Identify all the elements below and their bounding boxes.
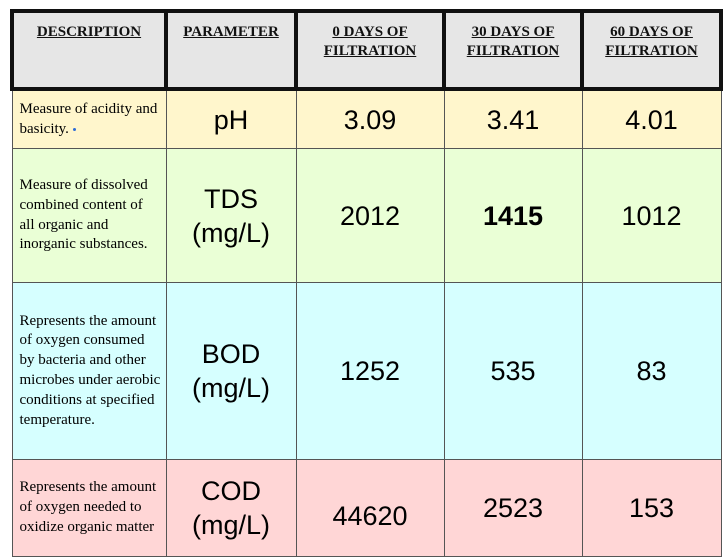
day30-cell: 1415 [443,148,583,283]
description-cell: Represents the amount of oxygen needed t… [11,459,167,557]
description-cell: Measure of acidity and basicity. [11,88,167,149]
parameter-cell: BOD (mg/L) [165,282,297,460]
day30-cell: 3.41 [443,88,583,149]
dot-mark [72,127,76,131]
header-30-days: 30 DAYS OF FILTRATION [442,9,584,91]
header-row: DESCRIPTION PARAMETER 0 DAYS OF FILTRATI… [10,9,723,91]
day60-cell: 153 [581,459,722,557]
table-row-cod: Represents the amount of oxygen needed t… [11,459,722,557]
day30-cell: 2523 [443,459,583,557]
day0-value: 44620 [332,501,408,531]
parameter-cell: pH [165,88,297,149]
table-row-tds: Measure of dissolved combined content of… [11,148,722,283]
header-60-days: 60 DAYS OF FILTRATION [580,9,723,91]
description-cell: Represents the amount of oxygen consumed… [11,282,167,460]
day0-cell: 44620 [295,459,445,557]
parameter-name: COD [201,476,261,506]
day60-cell: 83 [581,282,722,460]
parameter-unit: (mg/L) [191,217,270,248]
description-cell: Measure of dissolved combined content of… [11,148,167,283]
parameter-name: BOD [201,339,261,369]
day0-cell: 2012 [295,148,445,283]
parameter-cell: TDS (mg/L) [165,148,297,283]
day0-cell: 1252 [295,282,445,460]
day30-cell: 535 [443,282,583,460]
table-row-ph: Measure of acidity and basicity. pH 3.09… [11,88,722,149]
description-text: Measure of acidity and basicity. [19,100,158,137]
parameter-unit: (mg/L) [191,373,270,403]
header-description: DESCRIPTION [10,9,168,91]
table-header: DESCRIPTION PARAMETER 0 DAYS OF FILTRATI… [10,9,723,91]
parameter-cell: COD (mg/L) [165,459,297,557]
day60-cell: 1012 [581,148,722,283]
parameter-unit: (mg/L) [191,510,270,540]
parameter-name: pH [213,104,249,135]
parameter-name: TDS [204,183,258,214]
header-parameter: PARAMETER [164,9,298,91]
day0-cell: 3.09 [295,88,445,149]
filtration-results-table: DESCRIPTION PARAMETER 0 DAYS OF FILTRATI… [10,9,723,557]
table-row-bod: Represents the amount of oxygen consumed… [11,282,722,460]
header-0-days: 0 DAYS OF FILTRATION [294,9,446,91]
day60-cell: 4.01 [581,88,722,149]
